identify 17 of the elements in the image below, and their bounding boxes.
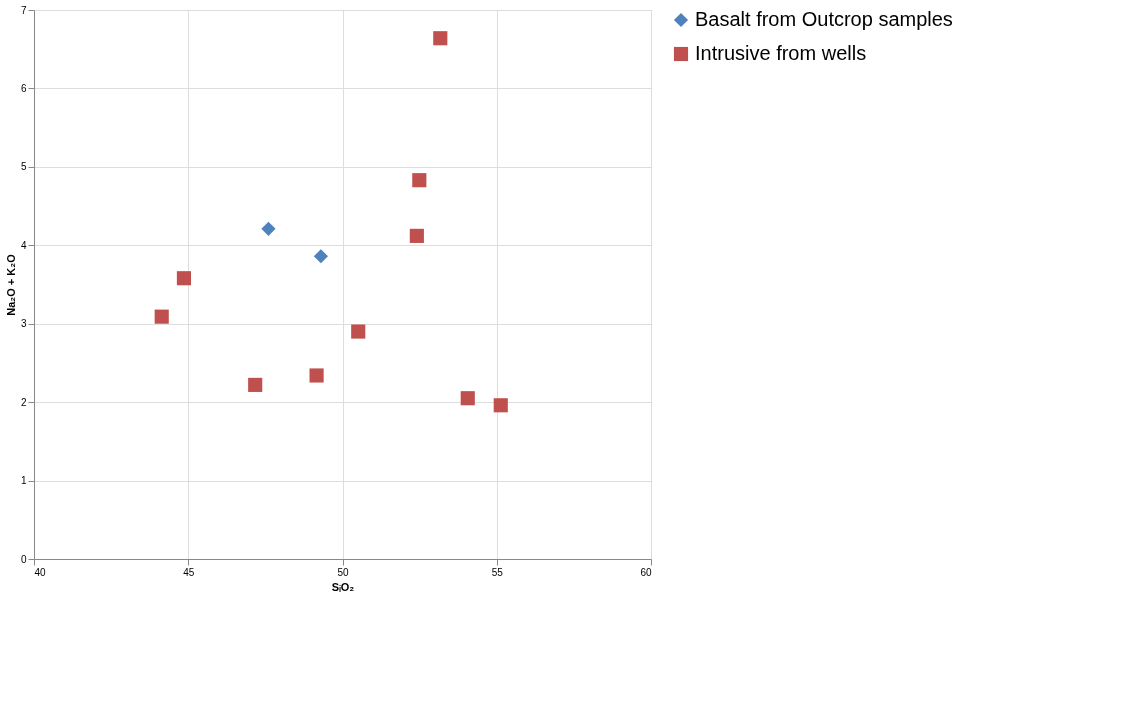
x-tick-label: 60 (640, 566, 652, 578)
x-tick-label: 55 (491, 566, 504, 578)
legend-label: Basalt from Outcrop samples (695, 8, 953, 30)
y-tick-label: 0 (20, 553, 27, 565)
y-tick-label: 4 (20, 239, 27, 251)
x-tick-label: 40 (34, 566, 47, 578)
x-tick-label: 45 (183, 566, 195, 578)
y-tick-label: 3 (20, 318, 27, 330)
y-axis-title: Na₂O + K₂O (4, 253, 17, 316)
y-tick-label: 7 (20, 4, 27, 16)
x-tick-label: 50 (337, 566, 349, 578)
x-axis-title: SᵢO₂ (331, 580, 355, 593)
y-tick-label: 5 (20, 161, 27, 173)
y-tick-label: 6 (20, 82, 27, 94)
y-tick-label: 1 (20, 475, 27, 487)
legend-label: Intrusive from wells (695, 42, 867, 64)
y-tick-label: 2 (20, 396, 27, 408)
